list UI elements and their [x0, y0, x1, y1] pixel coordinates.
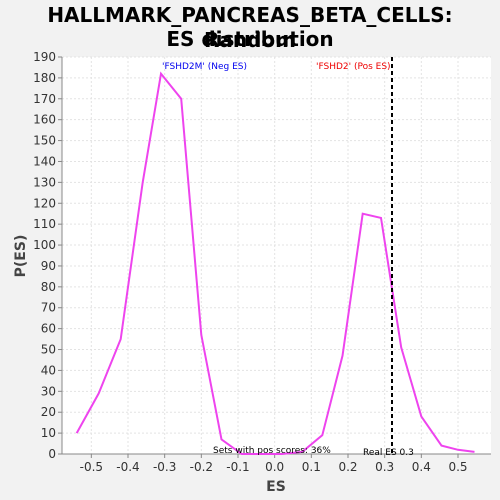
x-tick-label: -0.5 [80, 460, 103, 474]
y-tick-label: 180 [33, 71, 56, 85]
y-tick-label: 100 [33, 238, 56, 252]
y-tick-label: 170 [33, 92, 56, 106]
y-tick-label: 160 [33, 113, 56, 127]
y-tick-label: 130 [33, 175, 56, 189]
y-tick-label: 70 [41, 301, 56, 315]
x-tick-label: 0.1 [302, 460, 321, 474]
chart-title-line-1: HALLMARK_PANCREAS_BETA_CELLS: Random [47, 3, 453, 52]
y-tick-label: 50 [41, 343, 56, 357]
y-tick-label: 190 [33, 50, 56, 64]
chart-title-line-2: ES distribution [166, 27, 334, 51]
x-axis-label: ES [266, 479, 286, 495]
y-tick-label: 10 [41, 426, 56, 440]
series-layer [75, 71, 475, 455]
x-tick-label: 0.0 [265, 460, 284, 474]
y-tick-label: 20 [41, 405, 56, 419]
x-tick-label: 0.3 [375, 460, 394, 474]
y-tick-label: 150 [33, 134, 56, 148]
pos-scores-annotation: Sets with pos scores: 36% [213, 446, 331, 456]
y-axis-label: P(ES) [13, 235, 29, 278]
y-tick-label: 140 [33, 154, 56, 168]
x-tick-label: 0.5 [448, 460, 467, 474]
x-tick-label: -0.3 [153, 460, 176, 474]
plot-background [62, 57, 491, 454]
y-tick-label: 30 [41, 384, 56, 398]
x-tick-label: -0.2 [190, 460, 213, 474]
y-tick-label: 0 [48, 447, 56, 461]
y-tick-label: 120 [33, 196, 56, 210]
y-tick-label: 40 [41, 363, 56, 377]
x-tick-label: -0.1 [226, 460, 249, 474]
pos-es-label: 'FSHD2' (Pos ES) [316, 62, 391, 72]
x-tick-label: 0.4 [412, 460, 431, 474]
es-distribution-line [75, 71, 475, 455]
y-tick-label: 90 [41, 259, 56, 273]
neg-es-label: 'FSHD2M' (Neg ES) [162, 62, 247, 72]
real-es-annotation: Real ES 0.3 [363, 448, 414, 458]
annotation-layer: 'FSHD2M' (Neg ES) 'FSHD2' (Pos ES) Sets … [162, 57, 414, 458]
y-tick-label: 60 [41, 322, 56, 336]
y-tick-label: 80 [41, 280, 56, 294]
y-tick-label: 110 [33, 217, 56, 231]
x-tick-label: -0.4 [116, 460, 139, 474]
x-tick-label: 0.2 [338, 460, 357, 474]
tick-layer: 0 10 20 30 40 50 60 70 80 90 100 110 120 130 140 150 160… [33, 50, 467, 474]
